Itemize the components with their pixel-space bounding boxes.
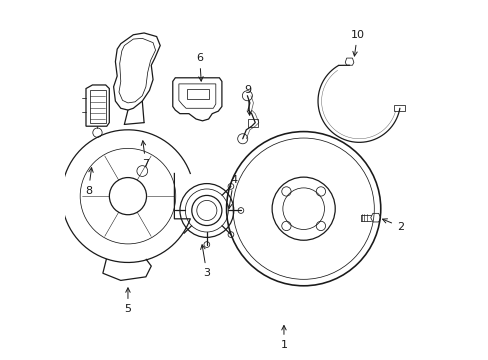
Text: 10: 10 xyxy=(350,30,364,56)
Text: 9: 9 xyxy=(244,85,251,115)
Text: 7: 7 xyxy=(141,141,149,169)
Text: 1: 1 xyxy=(280,325,287,350)
Text: 6: 6 xyxy=(196,53,203,81)
Text: 4: 4 xyxy=(227,175,237,208)
Text: 8: 8 xyxy=(85,168,93,196)
Text: 2: 2 xyxy=(382,219,403,231)
Text: 5: 5 xyxy=(124,288,131,314)
Text: 3: 3 xyxy=(200,245,210,278)
